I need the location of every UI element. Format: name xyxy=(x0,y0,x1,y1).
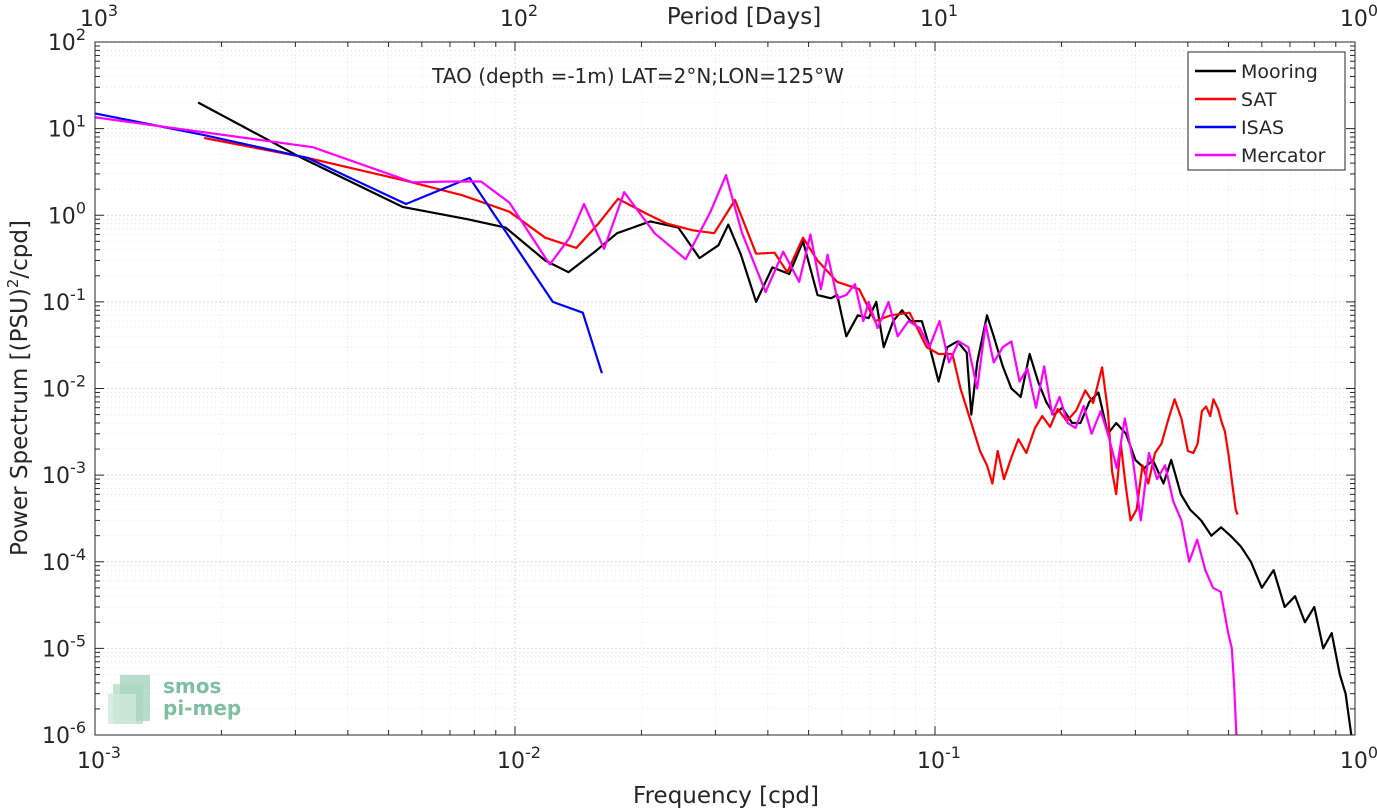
tick-exponent: 1 xyxy=(948,1,958,20)
logo-line-1: smos xyxy=(163,674,221,698)
logo-line-2: pi-mep xyxy=(163,696,241,720)
y-tick-label: 10-2 xyxy=(42,372,86,403)
x2-tick-label: 101 xyxy=(920,1,958,32)
tick-exponent: -1 xyxy=(945,743,961,762)
tick-base: 10 xyxy=(42,291,70,316)
tick-base: 10 xyxy=(500,7,528,32)
tick-base: 10 xyxy=(917,749,945,774)
chart-title: TAO (depth =-1m) LAT=2°N;LON=125°W xyxy=(431,64,844,88)
x-tick-label: 10-1 xyxy=(917,743,961,774)
y-axis-label-tail: /cpd] xyxy=(7,220,33,279)
tick-base: 10 xyxy=(80,7,108,32)
tick-base: 10 xyxy=(920,7,948,32)
tick-base: 10 xyxy=(1340,7,1368,32)
tick-base: 10 xyxy=(42,464,70,489)
tick-exponent: -2 xyxy=(70,372,86,391)
tick-exponent: -6 xyxy=(70,718,86,737)
tick-exponent: 0 xyxy=(1368,743,1377,762)
y-axis-label-sup: 2 xyxy=(4,279,22,289)
tick-base: 10 xyxy=(42,724,70,749)
x2-axis-label: Period [Days] xyxy=(667,4,821,30)
tick-exponent: -2 xyxy=(525,743,541,762)
legend: Mooring SAT ISAS Mercator xyxy=(1187,51,1346,171)
y-tick-label: 10-4 xyxy=(42,545,86,576)
y-tick-label: 10-1 xyxy=(42,285,86,316)
x2-tick-label: 100 xyxy=(1340,1,1377,32)
tick-exponent: -4 xyxy=(70,545,86,564)
y-tick-label: 10-3 xyxy=(42,458,86,489)
series-line-sat xyxy=(203,136,1239,522)
x2-tick-label: 102 xyxy=(500,1,538,32)
series-line-mercator xyxy=(94,116,1238,736)
tick-base: 10 xyxy=(48,118,76,143)
legend-label-mercator: Mercator xyxy=(1241,145,1326,167)
series-line-isas xyxy=(94,112,603,374)
tick-exponent: 1 xyxy=(76,112,86,131)
tick-base: 10 xyxy=(497,749,525,774)
x-tick-label: 100 xyxy=(1340,743,1377,774)
x-tick-label: 10-3 xyxy=(77,743,121,774)
tick-base: 10 xyxy=(42,551,70,576)
tick-exponent: -3 xyxy=(70,458,86,477)
y-axis-label: Power Spectrum [(PSU)2/cpd] xyxy=(4,220,33,556)
tick-exponent: 0 xyxy=(1368,1,1377,20)
x-tick-label: 10-2 xyxy=(497,743,541,774)
legend-label-isas: ISAS xyxy=(1241,117,1284,139)
tick-exponent: -3 xyxy=(105,743,121,762)
legend-label-sat: SAT xyxy=(1241,89,1277,111)
y-tick-label: 100 xyxy=(48,198,86,229)
tick-marks xyxy=(94,41,1356,736)
x-tick-labels: 10-3 10-2 10-1 100 xyxy=(77,743,1377,774)
tick-exponent: 2 xyxy=(76,25,86,44)
y-axis-label-main: Power Spectrum [(PSU) xyxy=(7,288,33,556)
logo-mark xyxy=(108,675,150,724)
x2-tick-labels: 103 102 101 100 xyxy=(80,1,1377,32)
tick-base: 10 xyxy=(42,378,70,403)
tick-base: 10 xyxy=(48,31,76,56)
tick-base: 10 xyxy=(1340,749,1368,774)
tick-exponent: 2 xyxy=(528,1,538,20)
tick-base: 10 xyxy=(42,637,70,662)
tick-base: 10 xyxy=(48,204,76,229)
y-tick-label: 101 xyxy=(48,112,86,143)
tick-exponent: -5 xyxy=(70,631,86,650)
series-layer xyxy=(94,101,1353,736)
tick-exponent: 0 xyxy=(76,198,86,217)
tick-exponent: -1 xyxy=(70,285,86,304)
tick-base: 10 xyxy=(77,749,105,774)
smos-pi-mep-logo: smos pi-mep xyxy=(108,674,241,724)
y-tick-label: 10-5 xyxy=(42,631,86,662)
series-line-mooring xyxy=(197,101,1353,736)
legend-label-mooring: Mooring xyxy=(1241,61,1318,83)
x-axis-label: Frequency [cpd] xyxy=(633,783,819,809)
y-tick-label: 102 xyxy=(48,25,86,56)
tick-exponent: 3 xyxy=(108,1,118,20)
y-tick-label: 10-6 xyxy=(42,718,86,749)
x2-tick-label: 103 xyxy=(80,1,118,32)
